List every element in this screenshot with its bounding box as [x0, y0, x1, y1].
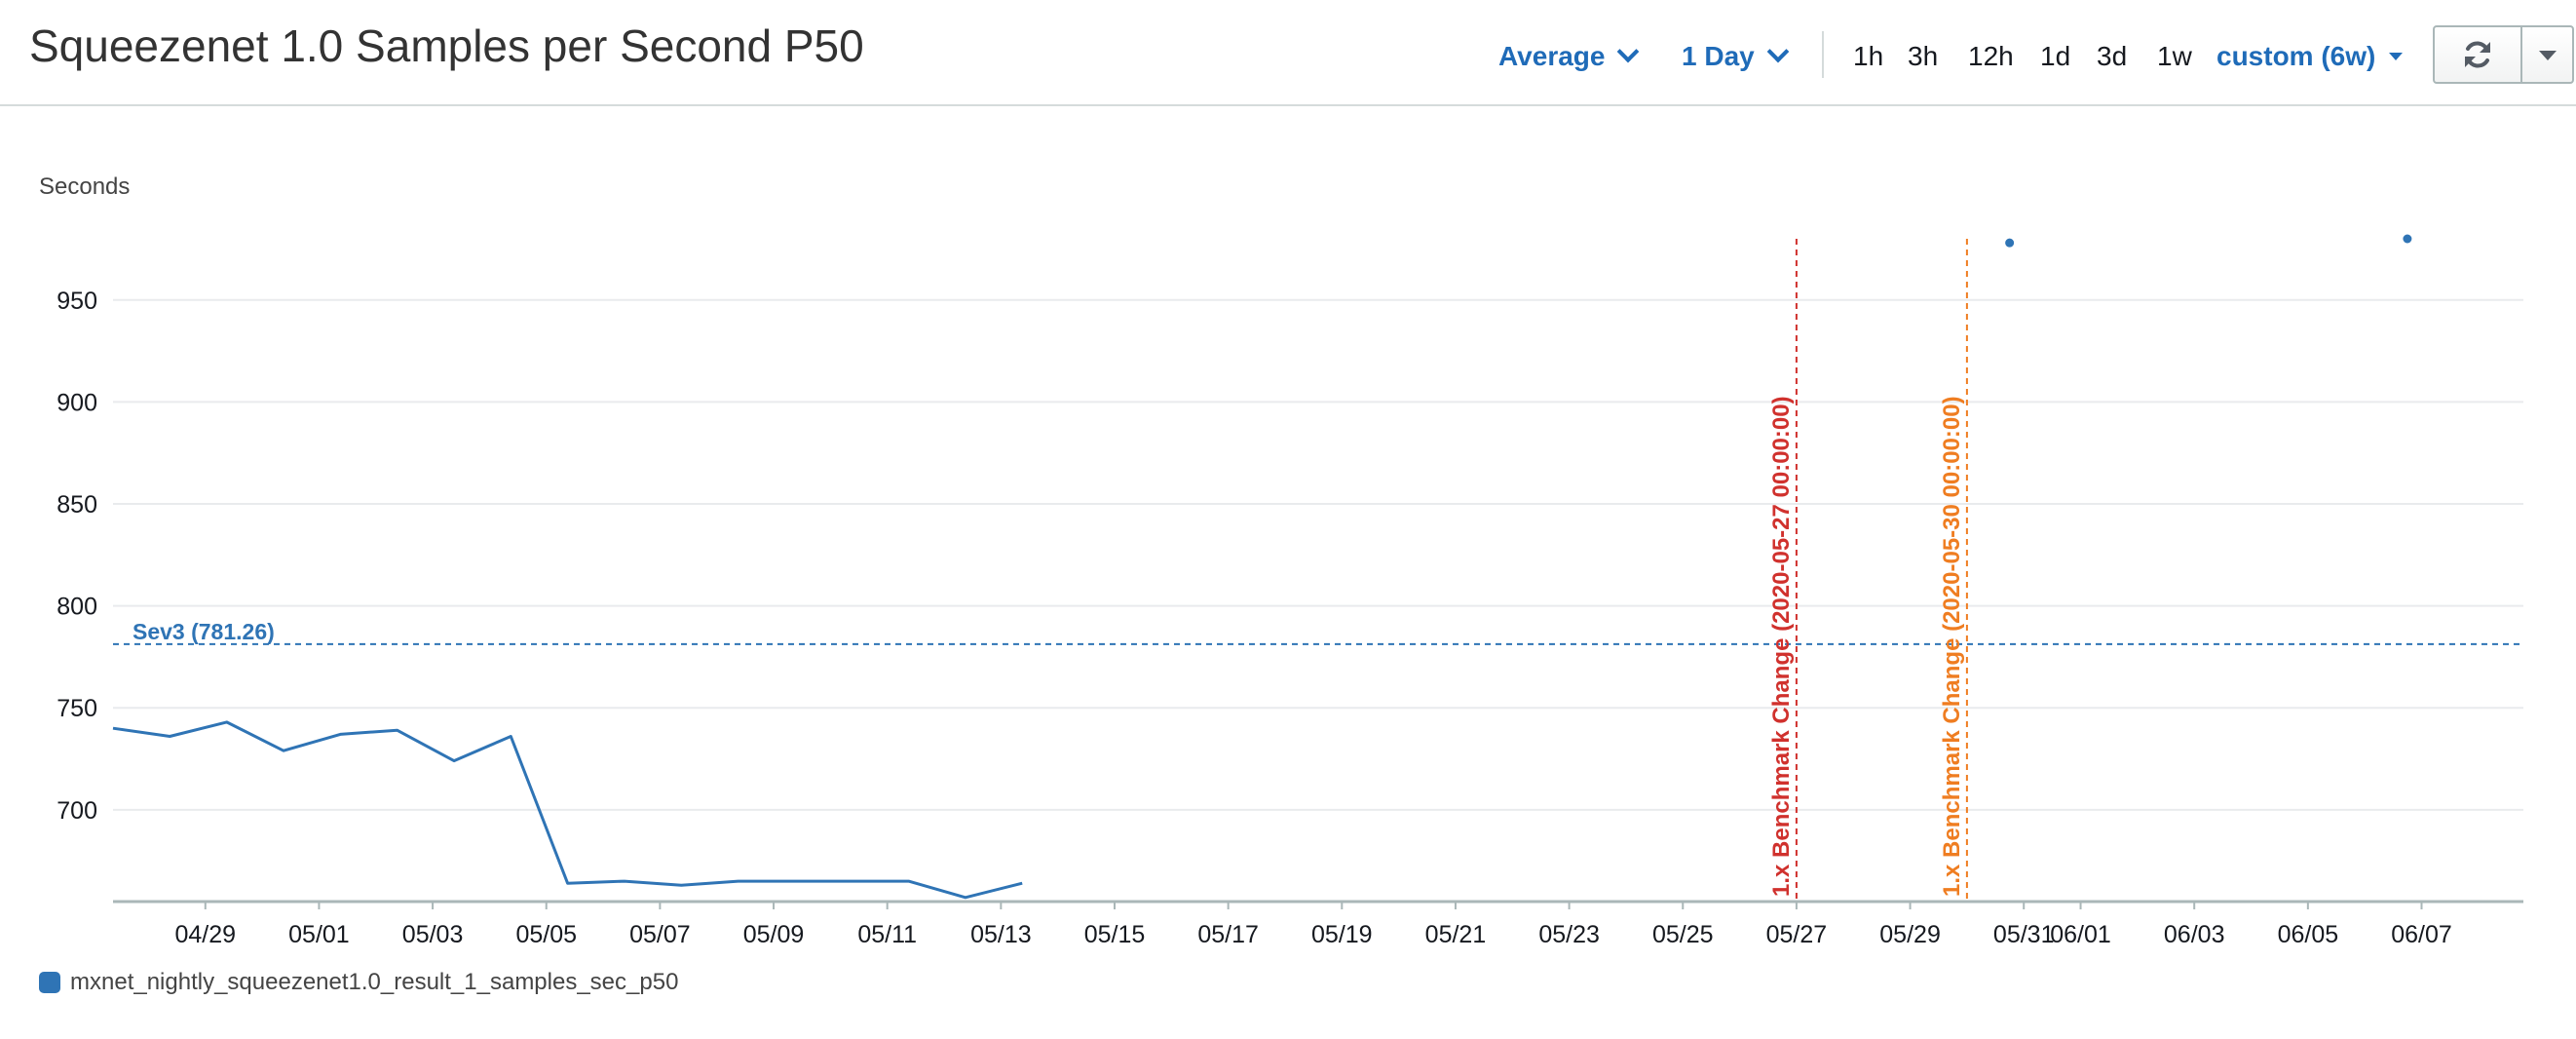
data-point	[2005, 238, 2015, 248]
x-tick-label: 05/01	[288, 921, 350, 948]
chevron-down-icon	[1617, 40, 1640, 63]
x-tick-label: 06/07	[2391, 921, 2452, 948]
x-tick-label: 05/09	[743, 921, 805, 948]
x-tick-label: 05/11	[857, 921, 917, 948]
x-tick-label: 05/19	[1311, 921, 1373, 948]
time-range-1d[interactable]: 1d	[2040, 41, 2071, 71]
refresh-options-button[interactable]	[2522, 27, 2572, 82]
annotation-label: 1.x Benchmark Change (2020-05-30 00:00:0…	[1939, 396, 1965, 897]
x-tick-label: 05/21	[1425, 921, 1487, 948]
button-divider	[2520, 27, 2522, 82]
legend-swatch	[39, 972, 60, 993]
y-tick-label: 750	[57, 695, 97, 722]
x-tick-label: 05/23	[1538, 921, 1600, 948]
time-range-12h[interactable]: 12h	[1968, 41, 2014, 71]
caret-down-icon	[2389, 53, 2404, 60]
y-tick-label: 700	[57, 797, 97, 825]
statistic-label: Average	[1498, 41, 1606, 71]
refresh-icon	[2465, 41, 2490, 68]
caret-down-icon	[2539, 51, 2557, 60]
x-tick-label: 05/29	[1879, 921, 1941, 948]
refresh-button-group	[2433, 25, 2574, 84]
chart-title: Squeezenet 1.0 Samples per Second P50	[29, 20, 864, 71]
statistic-dropdown[interactable]: Average	[1498, 37, 1640, 76]
custom-range-label: custom (6w)	[2216, 41, 2376, 71]
period-dropdown[interactable]: 1 Day	[1682, 37, 1790, 76]
line-chart: Seconds 700 750 800 850 900 950 04/29 05/01 05/03…	[39, 173, 2523, 948]
x-tick-label: 05/25	[1652, 921, 1714, 948]
time-range-1w[interactable]: 1w	[2157, 41, 2192, 71]
period-label: 1 Day	[1682, 41, 1755, 71]
threshold-label: Sev3 (781.26)	[133, 619, 275, 644]
y-tick-label: 800	[57, 594, 97, 621]
time-range-3h[interactable]: 3h	[1908, 41, 1939, 71]
widget-header: Squeezenet 1.0 Samples per Second P50 Av…	[0, 0, 2576, 106]
x-tick-label: 05/17	[1197, 921, 1259, 948]
y-axis-label: Seconds	[39, 173, 130, 200]
x-tick-label: 05/15	[1084, 921, 1146, 948]
x-tick-label: 05/05	[515, 921, 577, 948]
x-tick-label: 06/01	[2050, 921, 2111, 948]
legend-label: mxnet_nightly_squeezenet1.0_result_1_sam…	[70, 969, 679, 995]
time-range-3d[interactable]: 3d	[2097, 41, 2128, 71]
y-tick-label: 900	[57, 389, 97, 416]
x-tick-label: 05/03	[402, 921, 464, 948]
chevron-down-icon	[1766, 40, 1790, 63]
x-tick-label: 05/07	[629, 921, 691, 948]
y-tick-label: 950	[57, 288, 97, 315]
x-tick-label: 05/13	[970, 921, 1032, 948]
toolbar-divider	[1822, 31, 1824, 78]
data-point	[2403, 234, 2412, 244]
y-tick-label: 850	[57, 491, 97, 519]
x-tick-label: 06/03	[2164, 921, 2225, 948]
x-tick-label: 05/27	[1766, 921, 1828, 948]
refresh-button[interactable]	[2435, 27, 2520, 82]
time-range-1h[interactable]: 1h	[1853, 41, 1884, 71]
annotation-label: 1.x Benchmark Change (2020-05-27 00:00:0…	[1768, 396, 1795, 897]
custom-range-dropdown[interactable]: custom (6w)	[2216, 37, 2404, 76]
x-tick-label: 04/29	[174, 921, 236, 948]
x-tick-label: 05/31	[1993, 921, 2055, 948]
x-tick-label: 06/05	[2278, 921, 2339, 948]
